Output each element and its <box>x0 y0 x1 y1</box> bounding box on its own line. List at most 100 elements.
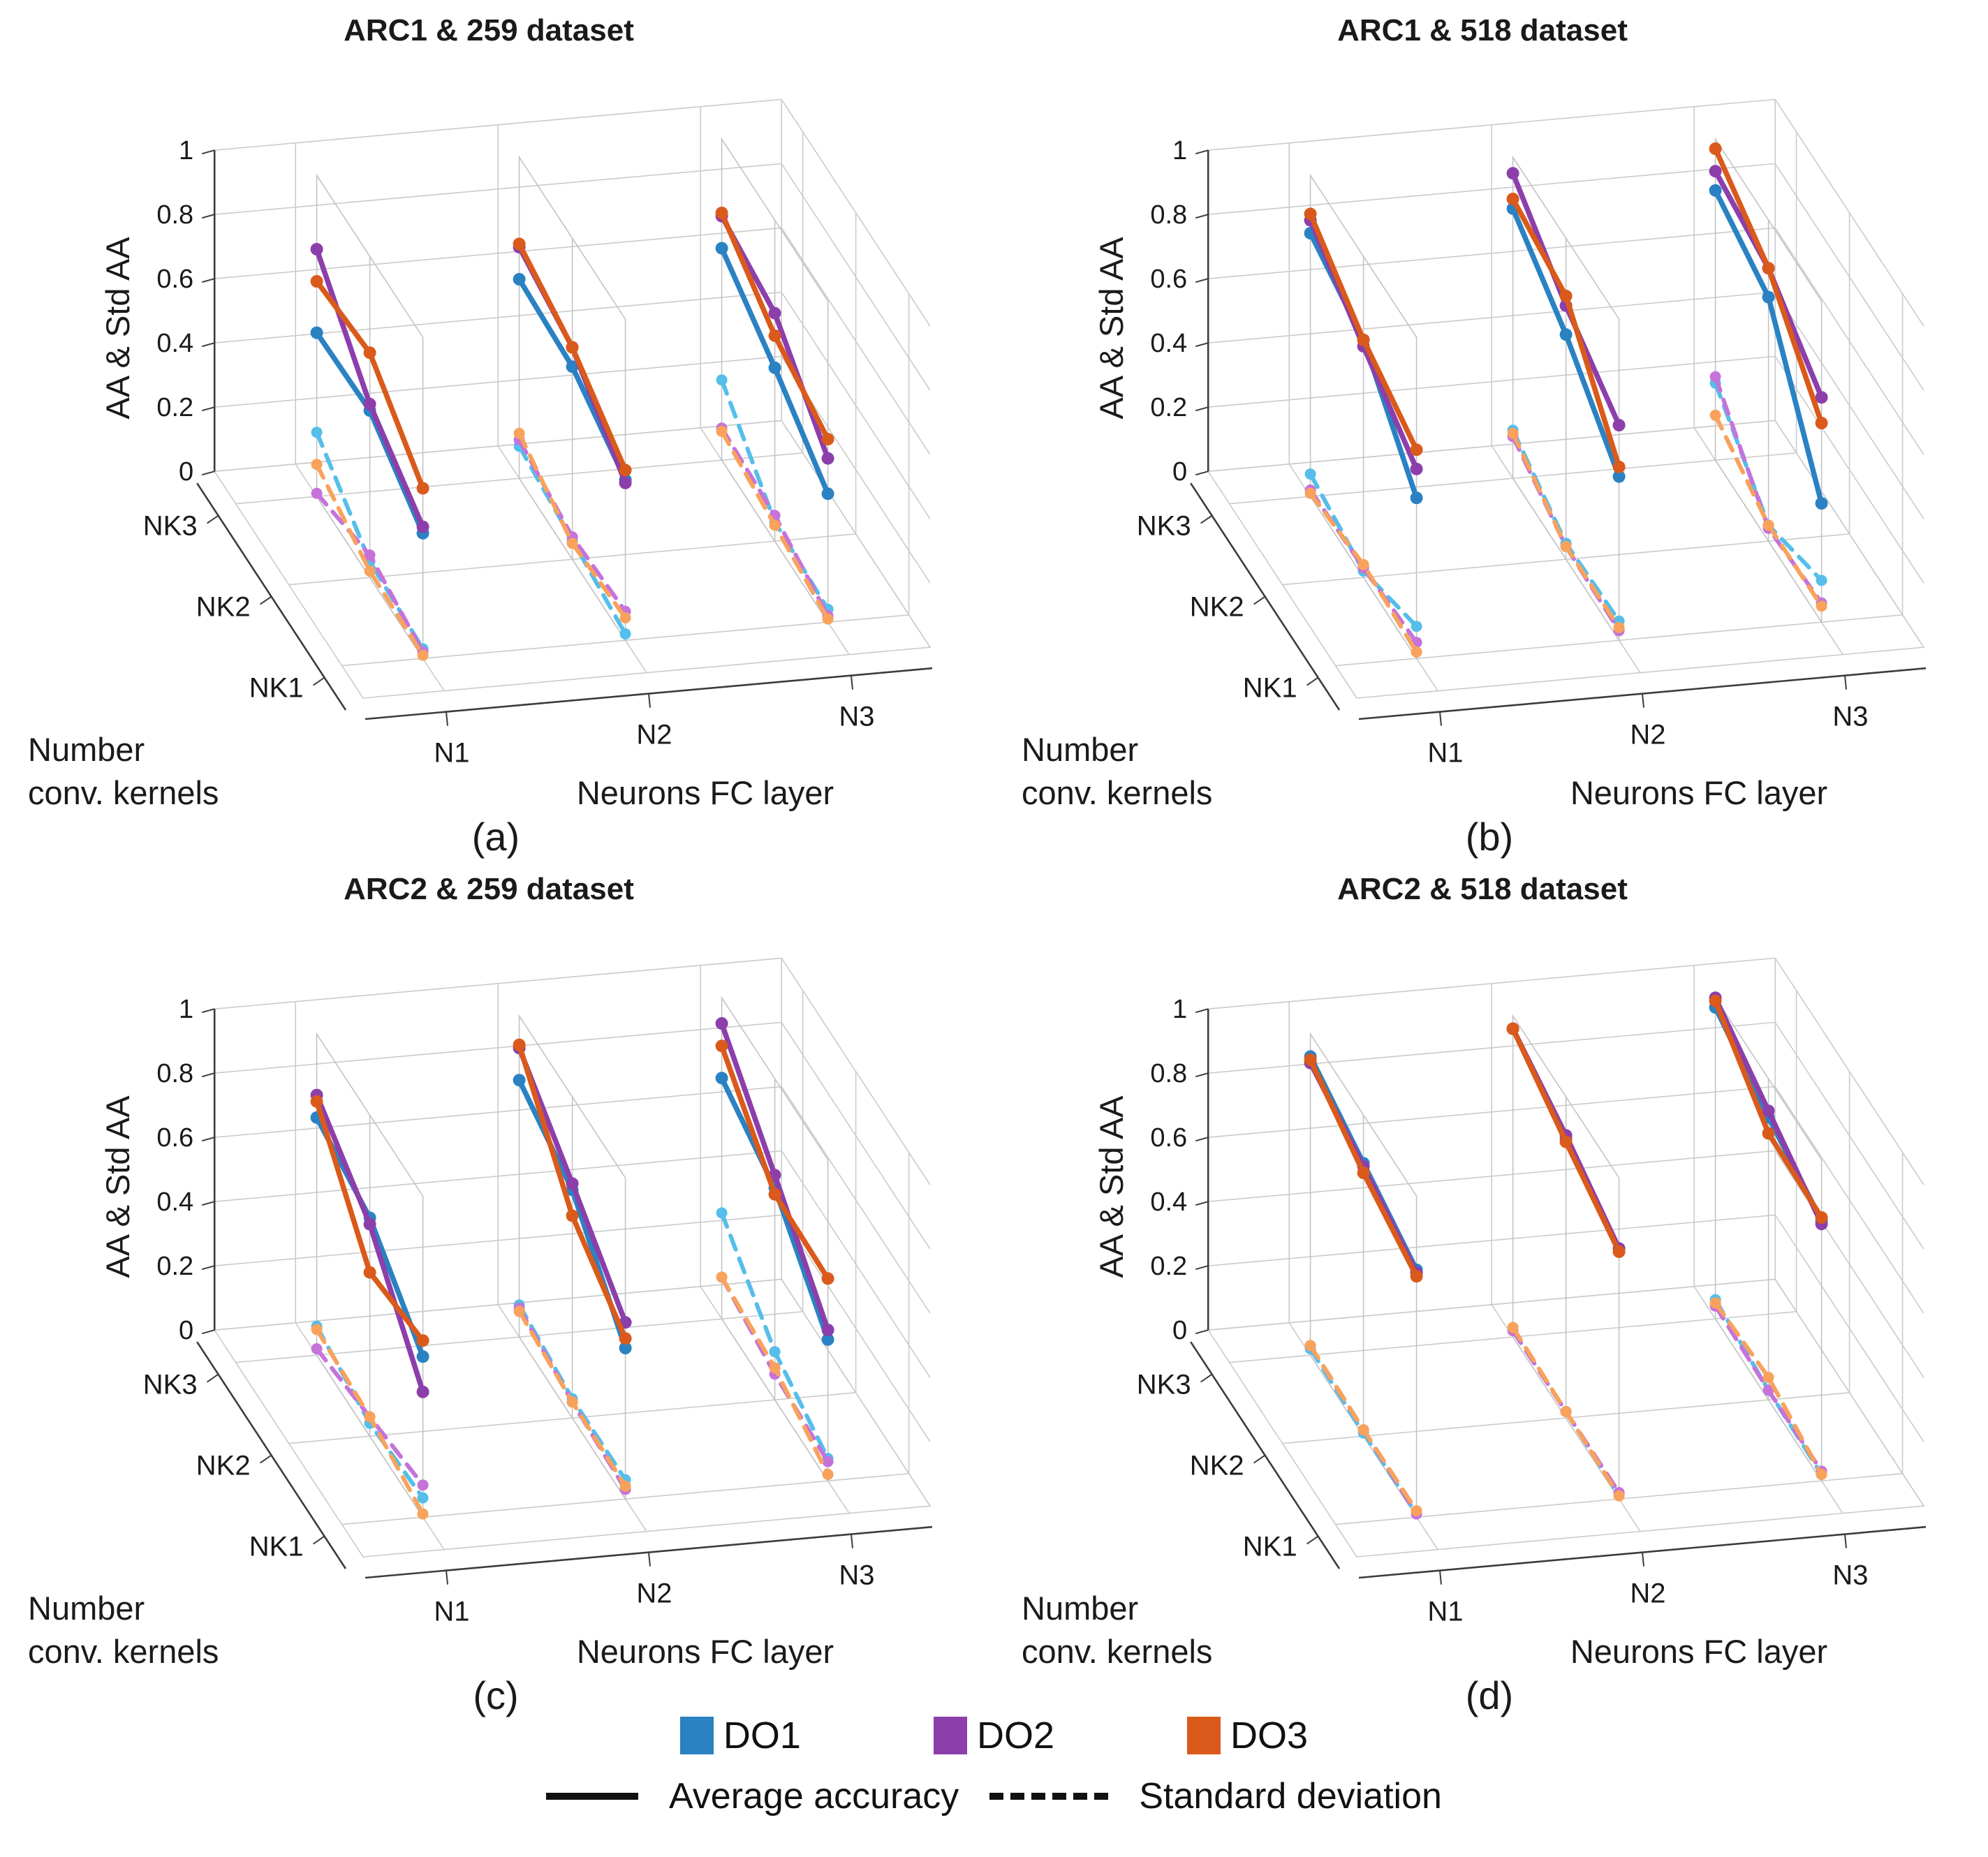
data-point <box>416 1334 429 1347</box>
data-point <box>821 452 834 465</box>
data-point <box>513 1305 525 1317</box>
data-point <box>619 628 631 639</box>
data-point <box>1709 142 1722 155</box>
y-tick-label: NK2 <box>1190 592 1244 623</box>
figure-row-bottom: ARC2 & 259 dataset 0 0.2 0.4 0.6 0.8 1 AA & Std… <box>0 859 1988 1717</box>
y-axis-label: conv. kernels <box>1022 1633 1212 1670</box>
chart-d: ARC2 & 518 dataset 0 0.2 0.4 0.6 0.8 1 AA & Std… <box>994 859 1987 1717</box>
aa-line-DO3-N1 <box>310 1095 429 1347</box>
aa-line-DO3-N1 <box>310 275 429 495</box>
data-point <box>1762 1384 1774 1396</box>
z-tick-label: 0.4 <box>1150 329 1187 358</box>
x-tick-label: N3 <box>839 1560 874 1591</box>
data-point <box>416 482 429 495</box>
slab-N2 <box>518 155 626 642</box>
y-axis-label: conv. kernels <box>1022 774 1212 811</box>
data-point <box>1612 460 1626 473</box>
z-tick-label: 1 <box>1172 136 1187 165</box>
z-tick-label: 0.8 <box>1150 200 1187 230</box>
data-point <box>364 1411 376 1423</box>
slab-N2 <box>1512 1014 1620 1501</box>
data-point <box>1410 443 1423 457</box>
z-tick-label: 0.2 <box>1150 393 1187 422</box>
data-point <box>1411 1505 1422 1516</box>
std-line-DO3-N2 <box>1507 1322 1625 1502</box>
y-axis-label: Number <box>1022 731 1138 768</box>
data-point <box>1410 1270 1423 1283</box>
data-point <box>566 360 579 373</box>
aa-line-DO3-N2 <box>513 237 632 477</box>
data-point <box>715 1040 728 1053</box>
y-axis-ruler: NK1 NK2 NK3 <box>143 482 347 711</box>
dashed-line-sample-icon <box>989 1793 1109 1800</box>
z-tick-label: 0.6 <box>1150 265 1187 294</box>
std-line-DO3-N3 <box>1709 1297 1827 1480</box>
solid-line-sample-icon <box>546 1793 639 1800</box>
z-axis-label: AA & Std AA <box>1093 1095 1130 1278</box>
data-point <box>513 1074 526 1087</box>
y-tick-label: NK3 <box>143 1370 198 1400</box>
aa-line-DO3-N3 <box>715 1040 834 1285</box>
aa-line-DO1-N2 <box>1506 202 1626 483</box>
x-tick-label: N2 <box>636 720 672 750</box>
data-point <box>416 520 429 533</box>
data-point <box>715 242 728 255</box>
data-point <box>1304 487 1316 499</box>
chart-title: ARC2 & 518 dataset <box>1337 872 1628 906</box>
data-point <box>1411 621 1422 632</box>
data-point <box>311 1343 323 1354</box>
aa-line-DO3-N3 <box>1709 994 1828 1224</box>
data-point <box>1612 419 1626 431</box>
subplot-label: (a) <box>472 815 520 859</box>
z-tick-label: 0.2 <box>156 393 193 422</box>
x-tick-label: N1 <box>1427 738 1463 769</box>
data-point <box>1304 468 1316 480</box>
aa-line-DO2-N3 <box>715 1017 834 1336</box>
chart-title: ARC2 & 259 dataset <box>344 872 634 906</box>
z-tick-label: 0.6 <box>156 265 193 294</box>
subplot-label: (b) <box>1466 815 1513 859</box>
x-tick-label: N3 <box>839 702 874 732</box>
data-point <box>1410 491 1423 505</box>
std-line-DO3-N2 <box>1507 427 1625 633</box>
aa-line-DO3-N1 <box>1304 1053 1423 1283</box>
data-point <box>1762 519 1774 531</box>
data-point <box>364 565 376 577</box>
data-point <box>1612 470 1626 483</box>
data-point <box>1709 1297 1721 1309</box>
y-axis-label: conv. kernels <box>28 774 219 811</box>
z-axis-label: AA & Std AA <box>99 1095 136 1278</box>
legend-series-row: DO1 DO2 DO3 <box>679 1714 1308 1757</box>
data-point <box>822 613 834 625</box>
data-point <box>1816 1469 1827 1480</box>
data-point <box>1507 427 1519 439</box>
z-tick-label: 0.4 <box>1150 1188 1187 1217</box>
y-axis-ruler: NK1 NK2 NK3 <box>1137 1341 1341 1569</box>
data-point <box>416 1385 429 1398</box>
data-point <box>1357 1424 1369 1435</box>
std-line-DO3-N1 <box>1304 1340 1422 1516</box>
data-point <box>1506 1022 1519 1035</box>
data-point <box>513 273 526 286</box>
data-point <box>768 361 781 374</box>
x-tick-label: N1 <box>1427 1597 1463 1627</box>
z-tick-label: 0.8 <box>156 1059 193 1088</box>
data-point <box>769 519 781 531</box>
data-point <box>768 1188 781 1201</box>
data-point <box>566 1209 579 1222</box>
legend-label-do1: DO1 <box>723 1715 801 1756</box>
data-point <box>1613 621 1625 633</box>
std-line-DO3-N1 <box>1304 487 1422 658</box>
data-point <box>1506 167 1519 180</box>
data-point <box>1709 409 1721 421</box>
data-point <box>566 538 578 549</box>
data-point <box>417 1508 429 1520</box>
data-point <box>417 649 429 661</box>
data-point <box>619 1480 631 1492</box>
data-point <box>1709 165 1722 178</box>
legend-item-do2: DO2 <box>933 1714 1054 1757</box>
data-point <box>417 1492 429 1504</box>
data-point <box>716 1271 728 1283</box>
data-point <box>716 425 728 437</box>
data-point <box>1304 1053 1317 1066</box>
